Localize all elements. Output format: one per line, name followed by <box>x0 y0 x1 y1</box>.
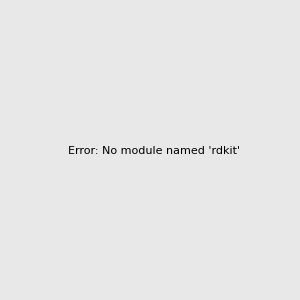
Text: Error: No module named 'rdkit': Error: No module named 'rdkit' <box>68 146 240 157</box>
